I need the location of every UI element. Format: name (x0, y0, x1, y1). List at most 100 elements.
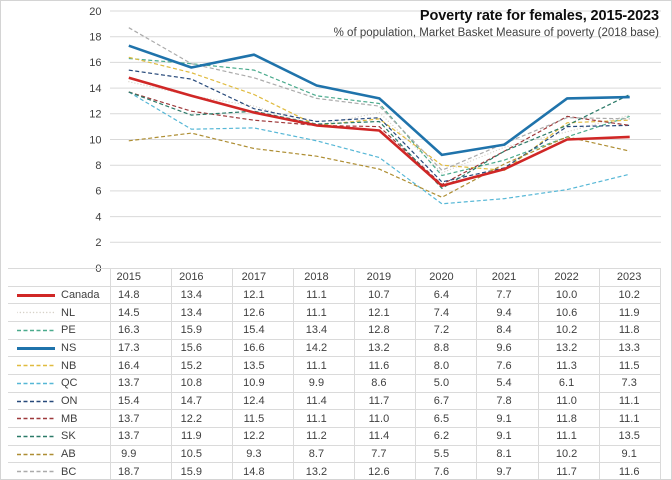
value-cell: 12.2 (170, 409, 233, 428)
value-cell: 14.2 (292, 338, 355, 357)
legend-key-AB-icon (17, 453, 55, 455)
series-line-ON (128, 69, 630, 183)
value-cell: 8.6 (354, 374, 416, 393)
legend-key-SK-icon (17, 435, 55, 438)
value-cell: 13.7 (109, 427, 172, 446)
series-label: QC (61, 377, 78, 390)
value-cell: 6.5 (415, 409, 477, 428)
value-cell: 11.6 (598, 462, 662, 479)
value-cell: 11.7 (537, 462, 600, 479)
value-cell: 8.7 (292, 444, 355, 463)
value-cell: 7.6 (476, 356, 539, 375)
series-line-AB (128, 132, 630, 198)
value-cell: 11.0 (537, 391, 600, 410)
title-block: Poverty rate for females, 2015-2023 % of… (334, 8, 659, 39)
series-label: BC (61, 465, 77, 478)
table-row-MB: MB 13.7 12.2 11.5 11.1 11.0 6.5 9.1 11.8 11.1 (8, 409, 662, 428)
value-cell: 7.8 (476, 391, 539, 410)
value-cell: 12.4 (231, 391, 294, 410)
value-cell: 6.2 (415, 427, 477, 446)
value-cell: 5.4 (476, 374, 539, 393)
value-cell: 12.1 (231, 285, 294, 304)
year-header-cell: 2020 (415, 268, 477, 287)
value-cell: 11.2 (292, 427, 355, 446)
value-cell: 14.8 (109, 285, 172, 304)
value-cell: 15.2 (170, 356, 233, 375)
value-cell: 10.2 (537, 444, 600, 463)
value-cell: 13.2 (354, 338, 416, 357)
value-cell: 11.4 (292, 391, 355, 410)
value-cell: 11.1 (292, 285, 355, 304)
year-header-cell: 2016 (170, 268, 233, 287)
chart-title: Poverty rate for females, 2015-2023 (419, 8, 659, 24)
value-cell: 11.1 (292, 356, 355, 375)
series-line-Canada (128, 76, 630, 188)
value-cell: 16.6 (231, 338, 294, 357)
value-cell: 16.3 (109, 321, 172, 340)
table-row-PE: PE 16.3 15.9 15.4 13.4 12.8 7.2 8.4 10.2 11.8 (8, 321, 662, 340)
y-axis-tick-label: 12 (89, 109, 101, 121)
legend-key-ON-icon (17, 400, 55, 402)
value-cell: 13.4 (292, 321, 355, 340)
table-header-row: 2015 2016 2017 2018 2019 2020 2021 2022 2023 (8, 268, 662, 287)
value-cell: 9.1 (476, 409, 539, 428)
value-cell: 11.5 (231, 409, 294, 428)
value-cell: 8.4 (476, 321, 539, 340)
value-cell: 6.1 (537, 374, 600, 393)
value-cell: 9.3 (231, 444, 294, 463)
series-label: NS (61, 342, 77, 355)
series-line-MB (128, 91, 630, 186)
series-line-NL (128, 81, 631, 174)
value-cell: 13.5 (598, 427, 662, 446)
table-row-QC: QC 13.7 10.8 10.9 9.9 8.6 5.0 5.4 6.1 7.3 (8, 374, 662, 393)
value-cell: 17.3 (109, 338, 172, 357)
value-cell: 14.7 (170, 391, 233, 410)
value-cell: 6.4 (415, 285, 477, 304)
value-cell: 12.2 (231, 427, 294, 446)
value-cell: 10.2 (537, 321, 600, 340)
year-header-cell: 2015 (109, 268, 172, 287)
table-row-AB: AB 9.9 10.5 9.3 8.7 7.7 5.5 8.1 10.2 9.1 (8, 444, 662, 463)
table-row-NB: NB 16.4 15.2 13.5 11.1 11.6 8.0 7.6 11.3 11.5 (8, 356, 662, 375)
series-label: ON (61, 395, 78, 408)
value-cell: 13.2 (292, 462, 355, 479)
y-axis-tick-label: 14 (89, 83, 101, 95)
value-cell: 10.7 (354, 285, 416, 304)
legend-key-NL-icon (17, 311, 55, 314)
series-line-SK (128, 91, 630, 189)
legend-key-QC-icon (17, 382, 55, 385)
y-axis-tick-label: 4 (95, 211, 101, 223)
value-cell: 8.8 (415, 338, 477, 357)
y-axis-tick-label: 16 (89, 57, 101, 69)
value-cell: 7.7 (476, 285, 539, 304)
series-line-NS (128, 44, 630, 157)
series-line-NB (128, 56, 630, 171)
value-cell: 15.4 (231, 321, 294, 340)
y-axis-tick-label: 10 (89, 134, 101, 146)
legend-key-PE-icon (17, 329, 55, 332)
value-cell: 10.8 (170, 374, 233, 393)
value-cell: 7.6 (415, 462, 477, 479)
legend-key-NB-icon (17, 364, 55, 367)
year-header-cell: 2021 (476, 268, 539, 287)
value-cell: 11.1 (598, 409, 662, 428)
year-header-cell: 2023 (598, 268, 662, 287)
legend-key-Canada-icon (17, 293, 55, 297)
value-cell: 9.1 (598, 444, 662, 463)
value-cell: 9.4 (476, 303, 539, 322)
value-cell: 14.5 (109, 303, 172, 322)
value-cell: 5.0 (415, 374, 477, 393)
value-cell: 7.7 (354, 444, 416, 463)
value-cell: 11.5 (598, 356, 662, 375)
value-cell: 15.9 (170, 321, 233, 340)
value-cell: 13.7 (109, 374, 172, 393)
value-cell: 11.6 (354, 356, 416, 375)
value-cell: 5.5 (415, 444, 477, 463)
value-cell: 7.4 (415, 303, 477, 322)
value-cell: 11.1 (598, 391, 662, 410)
series-line-QC (128, 91, 630, 205)
value-cell: 13.4 (170, 303, 233, 322)
series-label: NL (61, 306, 76, 319)
value-cell: 11.3 (537, 356, 600, 375)
